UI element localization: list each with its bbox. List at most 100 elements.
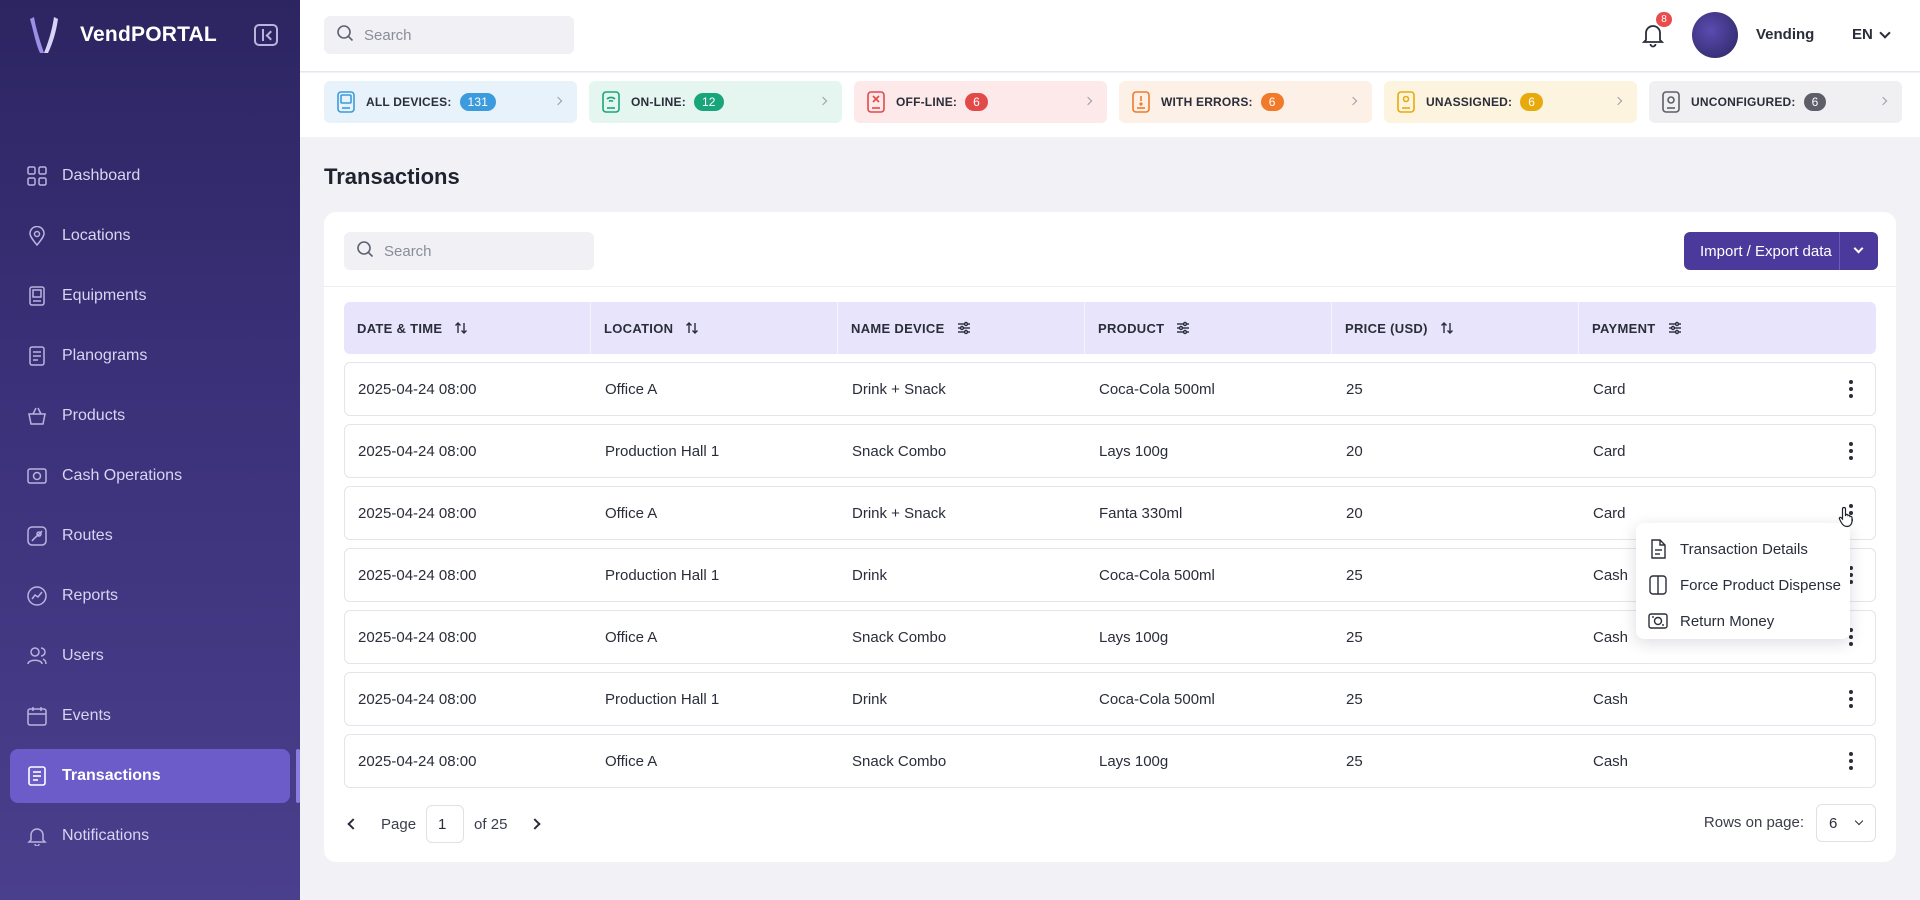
table-row[interactable]: 2025-04-24 08:00 Production Hall 1 Drink…: [344, 548, 1876, 602]
table-search[interactable]: [344, 232, 594, 270]
notification-badge: 8: [1656, 12, 1672, 27]
column-header-price[interactable]: PRICE (USD): [1332, 302, 1579, 354]
filter-icon[interactable]: [1668, 321, 1682, 335]
sidebar-item-planograms[interactable]: Planograms: [0, 326, 300, 386]
chevron-right-icon: [553, 96, 563, 106]
column-header-name-device[interactable]: NAME DEVICE: [838, 302, 1085, 354]
transactions-icon: [26, 765, 48, 787]
column-header-payment[interactable]: PAYMENT: [1579, 302, 1826, 354]
cell-price: 25: [1346, 690, 1363, 708]
sort-icon[interactable]: [454, 321, 468, 335]
rows-per-page-label: Rows on page:: [1703, 814, 1804, 831]
sidebar-item-locations[interactable]: Locations: [0, 206, 300, 266]
sidebar-item-events[interactable]: Events: [0, 686, 300, 746]
user-name[interactable]: Vending: [1756, 26, 1815, 43]
avatar[interactable]: [1692, 12, 1738, 58]
cash-icon: [26, 465, 48, 487]
status-badge: 6: [1803, 93, 1827, 111]
more-options-icon[interactable]: [1849, 442, 1853, 460]
chevron-left-icon[interactable]: [347, 818, 359, 830]
status-online[interactable]: ON-LINE: 12: [589, 81, 842, 123]
cell-product: Fanta 330ml: [1099, 504, 1183, 522]
menu-item-transaction-details[interactable]: Transaction Details: [1636, 531, 1850, 567]
filter-icon[interactable]: [1176, 321, 1190, 335]
sidebar-item-users[interactable]: Users: [0, 626, 300, 686]
more-options-icon[interactable]: [1849, 566, 1853, 584]
table-row[interactable]: 2025-04-24 08:00 Office A Drink + Snack …: [344, 362, 1876, 416]
sort-icon[interactable]: [685, 321, 699, 335]
cell-location: Production Hall 1: [605, 442, 720, 460]
cell-product: Coca-Cola 500ml: [1099, 690, 1215, 708]
column-header-location[interactable]: LOCATION: [591, 302, 838, 354]
table-row[interactable]: 2025-04-24 08:00 Production Hall 1 Snack…: [344, 424, 1876, 478]
cell-product: Coca-Cola 500ml: [1099, 380, 1215, 398]
status-unconfigured[interactable]: UNCONFIGURED: 6: [1649, 81, 1902, 123]
sort-icon[interactable]: [1440, 321, 1454, 335]
import-export-button[interactable]: Import / Export data: [1684, 232, 1878, 270]
table-row[interactable]: 2025-04-24 08:00 Production Hall 1 Drink…: [344, 672, 1876, 726]
sidebar-item-products[interactable]: Products: [0, 386, 300, 446]
status-unassigned[interactable]: UNASSIGNED: 6: [1384, 81, 1637, 123]
more-options-icon[interactable]: [1849, 380, 1853, 398]
table-row[interactable]: 2025-04-24 08:00 Office A Drink + Snack …: [344, 486, 1876, 540]
notification-bell-icon[interactable]: [1640, 22, 1666, 48]
status-badge: 6: [1520, 93, 1544, 111]
chart-icon: [26, 585, 48, 607]
menu-item-force-dispense[interactable]: Force Product Dispense: [1636, 567, 1850, 603]
table-row[interactable]: 2025-04-24 08:00 Office A Snack Combo La…: [344, 610, 1876, 664]
basket-icon: [26, 405, 48, 427]
dispense-icon: [1648, 575, 1668, 595]
chevron-right-icon: [818, 96, 828, 106]
button-separator: [1839, 232, 1840, 270]
sidebar-item-notifications[interactable]: Notifications: [0, 806, 300, 866]
more-options-icon[interactable]: [1849, 628, 1853, 646]
sidebar-item-dashboard[interactable]: Dashboard: [0, 146, 300, 206]
cell-device: Drink + Snack: [852, 504, 946, 522]
column-header-date[interactable]: DATE & TIME: [344, 302, 591, 354]
menu-item-return-money[interactable]: Return Money: [1636, 603, 1850, 639]
more-options-icon[interactable]: [1849, 690, 1853, 708]
cell-date: 2025-04-24 08:00: [358, 752, 477, 770]
page-number-input[interactable]: [426, 805, 465, 843]
hand-cursor-icon: [1838, 506, 1856, 528]
sidebar-item-equipments[interactable]: Equipments: [0, 266, 300, 326]
logo[interactable]: VendPORTAL: [0, 0, 300, 70]
collapse-sidebar-icon[interactable]: [254, 24, 278, 46]
document-icon: [1648, 539, 1668, 559]
table-row[interactable]: 2025-04-24 08:00 Office A Snack Combo La…: [344, 734, 1876, 788]
chevron-right-icon[interactable]: [529, 818, 542, 830]
more-options-icon[interactable]: [1849, 752, 1853, 770]
sidebar-item-reports[interactable]: Reports: [0, 566, 300, 626]
cell-price: 25: [1346, 752, 1363, 770]
cell-device: Snack Combo: [852, 628, 947, 646]
money-icon: [1648, 611, 1668, 631]
language-selector[interactable]: EN: [1852, 26, 1891, 43]
cell-location: Production Hall 1: [605, 690, 720, 708]
column-header-product[interactable]: PRODUCT: [1085, 302, 1332, 354]
sidebar-item-cash-operations[interactable]: Cash Operations: [0, 446, 300, 506]
calendar-icon: [26, 705, 48, 727]
cell-price: 25: [1346, 380, 1363, 398]
sidebar-item-transactions[interactable]: Transactions: [10, 749, 300, 803]
filter-icon[interactable]: [957, 321, 971, 335]
cell-payment: Card: [1593, 442, 1626, 460]
status-with-errors[interactable]: WITH ERRORS: 6: [1119, 81, 1372, 123]
search-input[interactable]: [364, 26, 564, 44]
cell-payment: Cash: [1593, 628, 1629, 646]
status-badge: 6: [1260, 93, 1284, 111]
import-export-label: Import / Export data: [1700, 242, 1832, 260]
status-label: ON-LINE:: [631, 95, 686, 109]
vending-machine-icon: [26, 285, 48, 307]
global-search[interactable]: [324, 16, 574, 54]
status-offline[interactable]: OFF-LINE: 6: [854, 81, 1107, 123]
status-all-devices[interactable]: ALL DEVICES: 131: [324, 81, 577, 123]
sidebar-item-label: Transactions: [62, 767, 161, 784]
sidebar-item-label: Equipments: [62, 287, 147, 304]
column-label: NAME DEVICE: [851, 320, 945, 336]
page-label: Page: [381, 815, 417, 833]
sidebar-item-routes[interactable]: Routes: [0, 506, 300, 566]
cell-price: 25: [1346, 566, 1363, 584]
top-bar: 8 Vending EN: [300, 0, 1920, 72]
table-search-input[interactable]: [384, 242, 584, 260]
rows-per-page-select[interactable]: 6: [1816, 804, 1876, 842]
